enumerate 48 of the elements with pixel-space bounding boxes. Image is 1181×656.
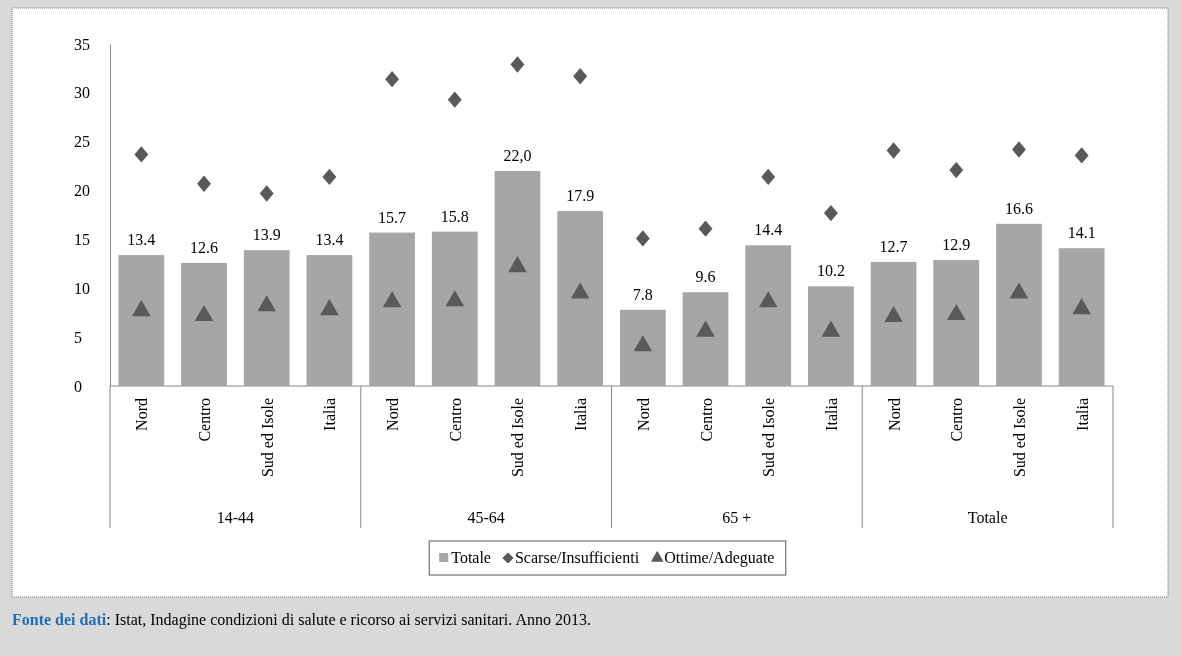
x-tick-label: Nord (384, 398, 402, 431)
data-label: 12.9 (942, 235, 971, 253)
data-label: 16.6 (1004, 199, 1033, 217)
data-label: 13.4 (127, 231, 156, 249)
y-tick-label: 0 (74, 377, 82, 395)
data-label: 22,0 (503, 147, 532, 165)
legend-label: Ottime/Adeguate (664, 549, 775, 567)
data-label: 17.9 (566, 187, 595, 205)
y-tick-label: 5 (74, 328, 82, 346)
legend-label: Totale (451, 549, 491, 566)
x-tick-label: Italia (822, 398, 840, 431)
source-note: Fonte dei dati: Istat, Indagine condizioni di salute e ricorso ai servizi sanitari. Anno 2013. (12, 611, 591, 629)
text: 65 + (722, 509, 752, 526)
x-tick-label: Nord (885, 398, 903, 431)
y-tick-label: 35 (74, 35, 90, 53)
x-tick-label: Nord (133, 398, 151, 431)
x-tick-label: Sud ed Isole (1010, 398, 1028, 478)
data-label: 15.8 (440, 207, 469, 225)
x-tick-label: Italia (321, 398, 339, 431)
data-label: 14.1 (1067, 224, 1096, 242)
text: 45-64 (467, 509, 505, 526)
x-tick-label: Centro (697, 398, 715, 442)
x-tick-label: Italia (1073, 398, 1091, 431)
x-tick-label: Sud ed Isole (509, 398, 527, 478)
text: Totale (967, 509, 1008, 526)
data-label: 7.8 (632, 285, 653, 303)
x-tick-label: Centro (948, 398, 966, 442)
x-tick-label: Sud ed Isole (258, 398, 276, 478)
x-tick-label: Centro (196, 398, 214, 442)
x-tick-label: Italia (572, 398, 590, 431)
x-tick-label: Centro (446, 398, 464, 442)
data-label: 15.7 (378, 208, 407, 226)
y-tick-label: 25 (74, 133, 90, 151)
y-tick-label: 30 (74, 84, 90, 102)
text: 14-44 (216, 509, 255, 526)
y-tick-label: 15 (74, 231, 90, 249)
x-tick-label: Sud ed Isole (760, 398, 778, 478)
data-label: 14.4 (754, 221, 783, 239)
data-label: 10.2 (816, 262, 845, 280)
data-label: 9.6 (695, 268, 716, 286)
x-tick-label: Nord (634, 398, 652, 431)
y-tick-label: 20 (74, 182, 90, 200)
data-label: 12.6 (190, 238, 219, 256)
data-label: 13.9 (252, 226, 281, 244)
data-label: 12.7 (879, 237, 908, 255)
legend-label: Scarse/Insufficienti (514, 549, 640, 566)
y-tick-label: 10 (74, 279, 90, 297)
data-label: 13.4 (315, 231, 344, 249)
